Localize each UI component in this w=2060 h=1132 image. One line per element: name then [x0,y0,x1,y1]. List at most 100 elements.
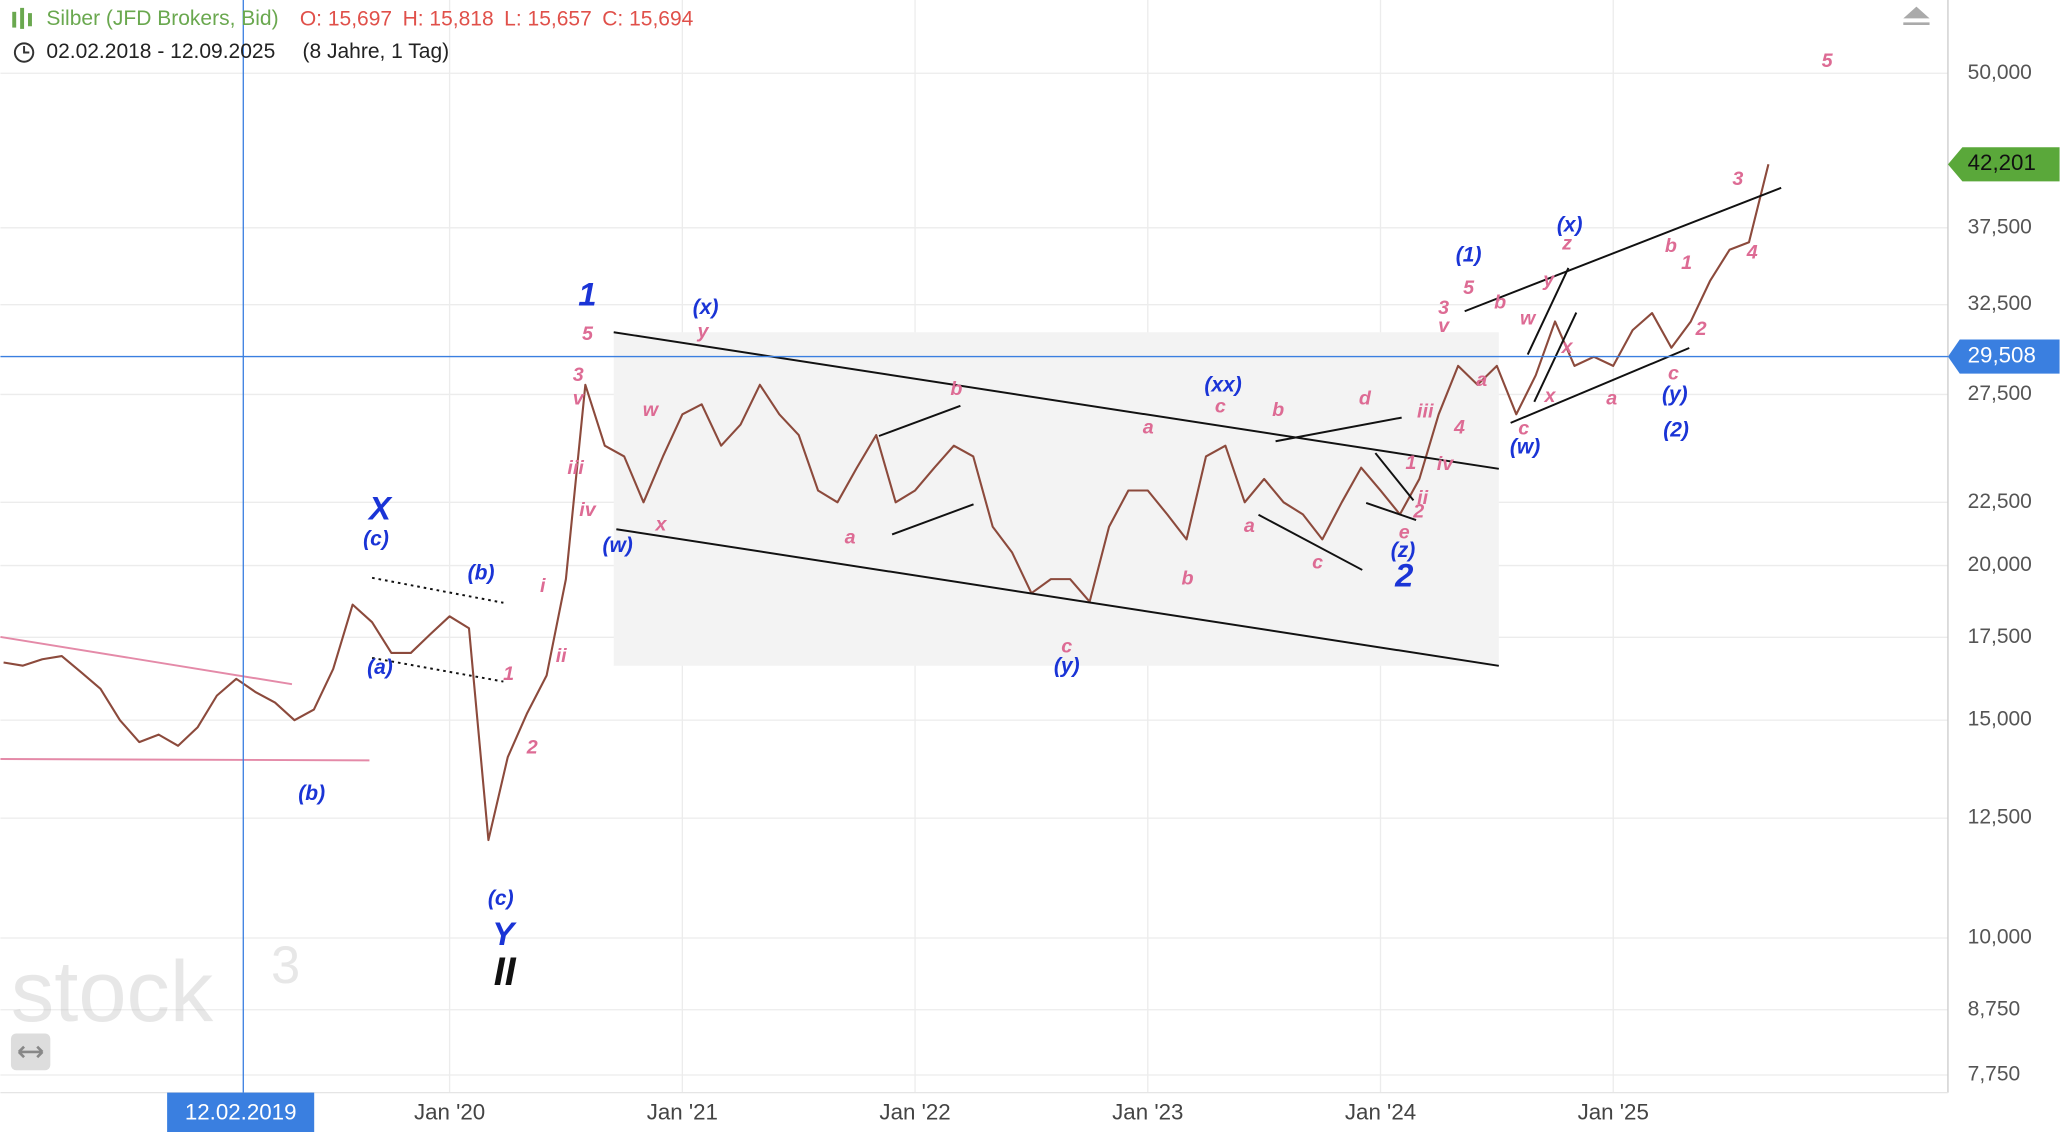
wave-label: (b) [298,782,325,805]
wave-label: c [1668,362,1679,384]
wave-label: b [1182,567,1194,589]
collapse-icon[interactable] [1903,6,1930,25]
y-tick-label: 12,500 [1968,806,2032,829]
wave-label: 3 [1438,297,1449,319]
scroll-button[interactable] [10,1033,51,1071]
wave-label: iv [579,499,596,521]
wave-label: 4 [1453,416,1465,438]
crosshair-price-tag [1947,339,2060,374]
wave-label: 5 [582,323,594,345]
header: Silber (JFD Brokers, Bid) O: 15,697 H: 15… [12,6,1930,63]
wave-label: v [1438,315,1450,337]
series-layer [3,164,1770,842]
wave-label: (y) [1662,383,1688,406]
wave-label: iii [567,457,584,479]
wave-label: a [1143,416,1154,438]
y-tick-label: 15,000 [1968,708,2032,731]
wave-label: (x) [693,296,719,319]
x-tick-label: Jan '21 [647,1100,718,1125]
y-tick-label: 7,750 [1968,1063,2021,1086]
wave-label: x [1544,385,1557,407]
wave-label: c [1312,552,1323,574]
trend-line-pink [0,758,370,762]
crosshair-price-label: 29,508 [1968,342,2036,367]
x-tick-label: Jan '25 [1578,1100,1649,1125]
wave-label: (w) [602,534,632,557]
wave-label: X [367,490,393,527]
wave-label: (z) [1391,539,1416,562]
wave-label: (y) [1054,655,1080,678]
scroll-arrows [17,1045,44,1059]
wave-label: x [1561,336,1574,358]
wave-label: 2 [1412,500,1424,522]
wave-label: 1 [1405,452,1416,474]
last-price-tag [1947,147,2060,182]
wave-label: 1 [1681,252,1692,274]
wave-label: c [1215,395,1226,417]
wave-label: w [1520,307,1537,329]
trend-line [891,503,974,536]
channel-shade [613,332,1499,666]
wave-label: Y [492,915,517,952]
wave-label: c [1518,418,1529,440]
wave-label: (1) [1456,244,1482,267]
wave-label: b [1272,399,1284,421]
candle-icon [28,13,32,27]
wave-label: (c) [363,527,389,550]
watermark: stock 3 [11,936,300,1040]
trend-line-dotted [371,576,504,604]
y-tick-label: 27,500 [1968,382,2032,405]
wave-label: x [655,513,668,535]
wave-label: y [1542,269,1555,291]
wave-label: a [1244,515,1255,537]
crosshair-date-label: 12.02.2019 [185,1100,297,1125]
clock-icon [13,42,35,63]
last-price-label: 42,201 [1968,150,2036,175]
wave-label: b [1494,292,1506,314]
candle-icon [12,11,17,28]
wave-label: iii [1417,401,1434,423]
x-tick-label: Jan '24 [1345,1100,1416,1125]
x-tick-label: Jan '22 [879,1100,950,1125]
y-tick-label: 20,000 [1968,553,2032,576]
wave-label: (c) [488,887,514,910]
wave-label: e [1399,521,1410,543]
clock-hand [23,45,30,54]
wave-label: (a) [367,656,393,679]
wave-label: 2 [1394,556,1413,593]
trend-lines [0,186,1782,762]
y-tick-label: 22,500 [1968,490,2032,513]
wave-labels: X 1 Y 2 (c) (b) (a) (b) (c) (w) (x) (xx) (y) (z) (1) (x… [298,50,1833,994]
wave-label: 1 [578,275,596,312]
crosshair-date-tag [167,1092,315,1132]
trend-line [1258,513,1363,571]
price-line [3,164,1770,842]
date-range: 02.02.2018 - 12.09.2025 [46,40,275,63]
wave-label: a [1476,369,1487,391]
wave-label: iv [1437,453,1454,475]
trend-line [1365,502,1417,521]
ohlc-value: L: 15,657 [504,7,592,30]
wave-label: 5 [1822,50,1834,72]
wave-label: (xx) [1204,374,1241,397]
wave-label: i [540,575,546,597]
ohlc-value: H: 15,818 [403,7,494,30]
wave-label: y [697,320,710,342]
wave-label: 3 [1732,168,1743,190]
watermark-text: stock [11,944,214,1040]
wave-label: a [845,527,856,549]
trend-line [878,404,961,437]
wave-label: w [643,399,660,421]
wave-label: 1 [503,663,514,685]
wave-label: (2) [1663,418,1689,441]
watermark-sup: 3 [271,936,300,995]
trend-line [613,331,1499,470]
wave-label: 2 [1695,318,1707,340]
wave-label: 3 [573,364,584,386]
trend-line [1374,452,1415,501]
wave-label: c [1061,636,1072,658]
ohlc-value: O: 15,697 [300,7,392,30]
y-tick-label: 32,500 [1968,292,2032,315]
trend-line-dotted [371,656,504,683]
